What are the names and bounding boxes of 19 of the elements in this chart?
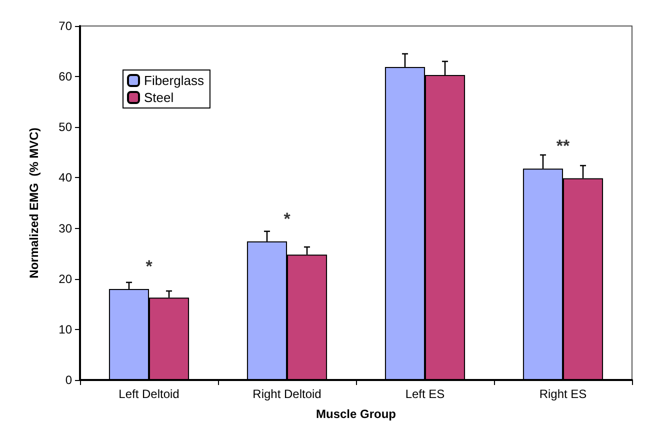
y-tick-label: 10 (58, 322, 72, 336)
y-tick-label: 0 (65, 373, 72, 387)
y-tick-label: 60 (58, 70, 72, 84)
annotation: ** (556, 136, 570, 156)
x-tick-label: Left Deltoid (118, 387, 180, 401)
y-tick-label: 30 (58, 221, 72, 236)
y-tick-label: 20 (58, 272, 72, 286)
y-tick-label: 40 (58, 170, 72, 185)
annotation: * (284, 209, 291, 228)
x-tick-label: Right ES (539, 387, 587, 401)
annotation: * (146, 256, 153, 276)
legend-label: Fiberglass (144, 73, 204, 88)
x-axis-title: Muscle Group (316, 407, 396, 421)
y-tick-label: 50 (58, 120, 72, 134)
legend-label: Steel (144, 90, 174, 105)
y-tick-label: 70 (58, 19, 72, 33)
x-tick-label: Left ES (405, 387, 445, 401)
x-tick-label: Right Deltoid (252, 387, 322, 401)
y-axis-title: Normalized EMG (% MVC) (27, 128, 41, 278)
